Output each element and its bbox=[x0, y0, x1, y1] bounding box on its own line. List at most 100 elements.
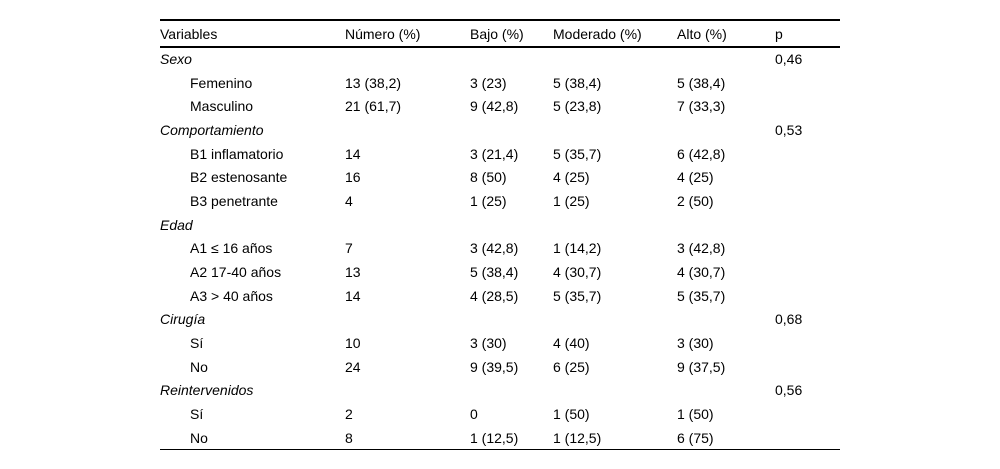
cell-variable: Masculino bbox=[190, 98, 254, 115]
cell-alto: 3 (30) bbox=[677, 335, 714, 352]
cell-numero: 16 bbox=[345, 169, 361, 186]
cell-numero: 24 bbox=[345, 358, 361, 375]
cell-numero: 13 bbox=[345, 264, 361, 281]
cell-bajo: 3 (23) bbox=[470, 74, 507, 91]
cell-alto: 4 (25) bbox=[677, 169, 714, 186]
cell-variable: B1 inflamatorio bbox=[190, 145, 284, 162]
cell-bajo: 1 (25) bbox=[470, 192, 507, 209]
variable-item-row: A2 17-40 años 13 5 (38,4) 4 (30,7) 4 (30,7) bbox=[160, 260, 840, 284]
cell-alto: 9 (37,5) bbox=[677, 358, 726, 375]
cell-alto: 3 (42,8) bbox=[677, 240, 726, 257]
variable-group-row: Edad bbox=[160, 213, 840, 237]
cell-bajo: 4 (28,5) bbox=[470, 287, 519, 304]
variable-group-row: Cirugía 0,68 bbox=[160, 308, 840, 332]
variable-item-row: Femenino 13 (38,2) 3 (23) 5 (38,4) 5 (38,4) bbox=[160, 71, 840, 95]
cell-moderado: 4 (30,7) bbox=[553, 264, 602, 281]
cell-moderado bbox=[553, 308, 677, 332]
cell-numero: 13 (38,2) bbox=[345, 74, 402, 91]
cell-bajo: 3 (30) bbox=[470, 335, 507, 352]
cell-p bbox=[775, 284, 840, 308]
cell-numero bbox=[345, 47, 470, 71]
column-header-bajo: Bajo (%) bbox=[470, 25, 524, 42]
cell-numero: 8 bbox=[345, 426, 470, 451]
column-header-moderado: Moderado (%) bbox=[553, 25, 642, 42]
cell-variable: Sí bbox=[190, 335, 204, 352]
cell-moderado: 4 (25) bbox=[553, 169, 590, 186]
column-header-variables: Variables bbox=[160, 25, 218, 42]
variable-item-row: B1 inflamatorio 14 3 (21,4) 5 (35,7) 6 (42,8… bbox=[160, 142, 840, 166]
header-row: Variables Número (%) Bajo (%) Moderado (… bbox=[160, 20, 840, 47]
variable-item-row: Sí 10 3 (30) 4 (40) 3 (30) bbox=[160, 331, 840, 355]
cell-bajo bbox=[470, 213, 553, 237]
cell-p bbox=[775, 402, 840, 426]
cell-numero bbox=[345, 118, 470, 142]
cell-p bbox=[775, 260, 840, 284]
cell-moderado: 5 (23,8) bbox=[553, 98, 602, 115]
cell-alto: 4 (30,7) bbox=[677, 264, 726, 281]
cell-p bbox=[775, 237, 840, 261]
cell-moderado: 1 (12,5) bbox=[553, 426, 677, 451]
cell-moderado bbox=[553, 118, 677, 142]
cell-p bbox=[775, 71, 840, 95]
cell-moderado: 1 (25) bbox=[553, 192, 590, 209]
cell-numero bbox=[345, 379, 470, 403]
cell-p bbox=[775, 142, 840, 166]
cell-moderado: 5 (38,4) bbox=[553, 74, 602, 91]
cell-moderado bbox=[553, 213, 677, 237]
variable-item-row: No 24 9 (39,5) 6 (25) 9 (37,5) bbox=[160, 355, 840, 379]
cell-bajo bbox=[470, 308, 553, 332]
cell-moderado: 5 (35,7) bbox=[553, 287, 602, 304]
cell-variable: Reintervenidos bbox=[160, 382, 254, 399]
cell-p bbox=[775, 213, 840, 237]
cell-moderado bbox=[553, 47, 677, 71]
cell-numero: 2 bbox=[345, 406, 353, 423]
cell-alto: 6 (75) bbox=[677, 426, 775, 451]
cell-bajo bbox=[470, 47, 553, 71]
variable-item-row: B3 penetrante 4 1 (25) 1 (25) 2 (50) bbox=[160, 189, 840, 213]
cell-variable: No bbox=[160, 426, 345, 451]
cell-variable: B2 estenosante bbox=[190, 169, 288, 186]
cell-p: 0,53 bbox=[775, 121, 803, 138]
cell-bajo: 3 (42,8) bbox=[470, 240, 519, 257]
cell-moderado: 4 (40) bbox=[553, 335, 590, 352]
paper-table-container: Variables Número (%) Bajo (%) Moderado (… bbox=[160, 19, 840, 451]
variable-item-row: A1 ≤ 16 años 7 3 (42,8) 1 (14,2) 3 (42,8) bbox=[160, 237, 840, 261]
cell-alto: 5 (35,7) bbox=[677, 287, 726, 304]
cell-p bbox=[775, 355, 840, 379]
column-header-alto: Alto (%) bbox=[677, 25, 727, 42]
cell-variable: Femenino bbox=[190, 74, 253, 91]
cell-p bbox=[775, 94, 840, 118]
cell-numero: 14 bbox=[345, 287, 361, 304]
variable-item-row: No 8 1 (12,5) 1 (12,5) 6 (75) bbox=[160, 426, 840, 451]
cell-variable: Comportamiento bbox=[160, 121, 264, 138]
cell-variable: Sexo bbox=[160, 51, 192, 68]
cell-alto: 2 (50) bbox=[677, 192, 714, 209]
cell-variable: B3 penetrante bbox=[190, 192, 278, 209]
cell-variable: A1 ≤ 16 años bbox=[190, 240, 273, 257]
cell-bajo: 1 (12,5) bbox=[470, 426, 553, 451]
variable-group-row: Reintervenidos 0,56 bbox=[160, 379, 840, 403]
cell-bajo bbox=[470, 118, 553, 142]
table-header: Variables Número (%) Bajo (%) Moderado (… bbox=[160, 20, 840, 47]
variable-item-row: Masculino 21 (61,7) 9 (42,8) 5 (23,8) 7 (33,… bbox=[160, 94, 840, 118]
cell-numero: 4 bbox=[345, 192, 353, 209]
cell-variable: A3 > 40 años bbox=[190, 287, 273, 304]
variable-group-row: Comportamiento 0,53 bbox=[160, 118, 840, 142]
cell-alto: 1 (50) bbox=[677, 406, 714, 423]
table-body: Sexo 0,46 Femenino 13 (38,2) 3 (23) 5 (38,4) 5… bbox=[160, 47, 840, 451]
cell-variable: Cirugía bbox=[160, 311, 206, 328]
cell-bajo: 9 (39,5) bbox=[470, 358, 519, 375]
cell-p: 0,56 bbox=[775, 382, 803, 399]
cell-alto: 5 (38,4) bbox=[677, 74, 726, 91]
cell-p: 0,46 bbox=[775, 51, 803, 68]
cell-bajo: 3 (21,4) bbox=[470, 145, 519, 162]
cell-variable: Edad bbox=[160, 216, 193, 233]
cell-bajo bbox=[470, 379, 553, 403]
cell-alto bbox=[677, 379, 775, 403]
variable-item-row: B2 estenosante 16 8 (50) 4 (25) 4 (25) bbox=[160, 165, 840, 189]
cell-alto bbox=[677, 118, 775, 142]
cell-bajo: 9 (42,8) bbox=[470, 98, 519, 115]
cell-numero: 14 bbox=[345, 145, 361, 162]
cell-numero bbox=[345, 308, 470, 332]
cell-moderado bbox=[553, 379, 677, 403]
